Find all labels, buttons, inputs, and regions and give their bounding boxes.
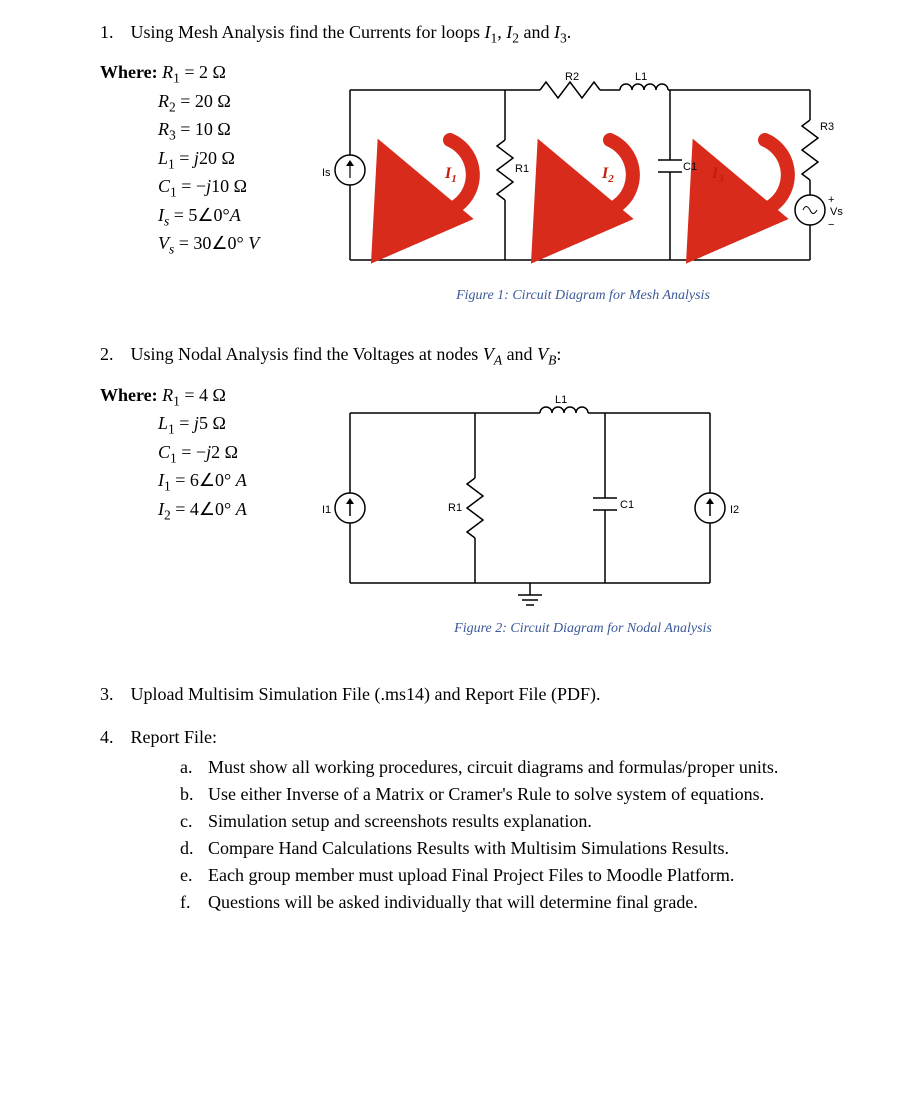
q1-param-6: Vs = 30∠0° V xyxy=(158,231,290,259)
q2-param-4: I2 = 4∠0° A xyxy=(158,497,290,525)
circuit-1-svg: R2 L1 R3 R1 C1 Is Vs + − I1 I2 I3 xyxy=(290,60,850,280)
label-vs: Vs xyxy=(830,206,843,218)
label-c1b: C1 xyxy=(620,499,634,511)
q4-text: Report File: xyxy=(131,727,218,747)
q2-heading: 2. Using Nodal Analysis find the Voltage… xyxy=(100,342,876,370)
q1-param-5: Is = 5∠0°A xyxy=(158,203,290,231)
q1-heading: 1. Using Mesh Analysis find the Currents… xyxy=(100,20,876,48)
label-r2: R2 xyxy=(565,71,579,83)
q1-param-3: L1 = j20 Ω xyxy=(158,146,290,174)
q4-item-c: c. Simulation setup and screenshots resu… xyxy=(180,809,876,834)
q1-figure: R2 L1 R3 R1 C1 Is Vs + − I1 I2 I3 Figure… xyxy=(290,60,876,306)
q1-param-1: R2 = 20 Ω xyxy=(158,89,290,117)
q4-heading: 4. Report File: xyxy=(100,725,876,750)
q4-item-b: b. Use either Inverse of a Matrix or Cra… xyxy=(180,782,876,807)
q4-item-d: d. Compare Hand Calculations Results wit… xyxy=(180,836,876,861)
q4-item-f: f. Questions will be asked individually … xyxy=(180,890,876,915)
q1-where-block: Where: R1 = 2 Ω R2 = 20 Ω R3 = 10 Ω L1 =… xyxy=(100,60,290,259)
q4-sublist: a. Must show all working procedures, cir… xyxy=(180,755,876,916)
label-i3: I3 xyxy=(711,165,724,185)
circuit-2-svg: L1 R1 C1 I1 I2 xyxy=(290,383,760,613)
label-r3: R3 xyxy=(820,121,834,133)
q3-number: 3. xyxy=(100,682,126,707)
label-i2: I2 xyxy=(601,165,614,185)
q2-param-3: I1 = 6∠0° A xyxy=(158,468,290,496)
q2-param-1: L1 = j5 Ω xyxy=(158,411,290,439)
question-3: 3. Upload Multisim Simulation File (.ms1… xyxy=(100,682,876,707)
label-r1b: R1 xyxy=(448,502,462,514)
label-l1: L1 xyxy=(635,71,647,83)
q1-param-0: Where: R1 = 2 Ω xyxy=(100,60,290,88)
q4-item-a: a. Must show all working procedures, cir… xyxy=(180,755,876,780)
q3-text: Upload Multisim Simulation File (.ms14) … xyxy=(131,684,601,704)
question-2: 2. Using Nodal Analysis find the Voltage… xyxy=(100,342,876,662)
q2-param-2: C1 = −j2 Ω xyxy=(158,440,290,468)
label-r1: R1 xyxy=(515,163,529,175)
question-1: 1. Using Mesh Analysis find the Currents… xyxy=(100,20,876,330)
label-l1b: L1 xyxy=(555,394,567,406)
q2-figure-caption: Figure 2: Circuit Diagram for Nodal Anal… xyxy=(290,619,876,639)
q2-param-0: Where: R1 = 4 Ω xyxy=(100,383,290,411)
svg-text:−: − xyxy=(828,219,834,231)
label-c1: C1 xyxy=(683,161,697,173)
q1-text: Using Mesh Analysis find the Currents fo… xyxy=(131,22,572,42)
q2-text: Using Nodal Analysis find the Voltages a… xyxy=(131,344,562,364)
q2-where-block: Where: R1 = 4 Ω L1 = j5 Ω C1 = −j2 Ω I1 … xyxy=(100,383,290,525)
q4-number: 4. xyxy=(100,725,126,750)
q2-number: 2. xyxy=(100,342,126,367)
q1-number: 1. xyxy=(100,20,126,45)
svg-text:+: + xyxy=(828,194,834,206)
label-i2b: I2 xyxy=(730,504,739,516)
q1-param-2: R3 = 10 Ω xyxy=(158,117,290,145)
q4-item-e: e. Each group member must upload Final P… xyxy=(180,863,876,888)
q1-param-4: C1 = −j10 Ω xyxy=(158,174,290,202)
q2-figure: L1 R1 C1 I1 I2 Figure 2: Circuit Diagram… xyxy=(290,383,876,639)
label-is: Is xyxy=(322,167,331,179)
question-4: 4. Report File: a. Must show all working… xyxy=(100,725,876,915)
label-i1: I1 xyxy=(444,165,457,185)
label-i1b: I1 xyxy=(322,504,331,516)
q1-figure-caption: Figure 1: Circuit Diagram for Mesh Analy… xyxy=(290,286,876,306)
